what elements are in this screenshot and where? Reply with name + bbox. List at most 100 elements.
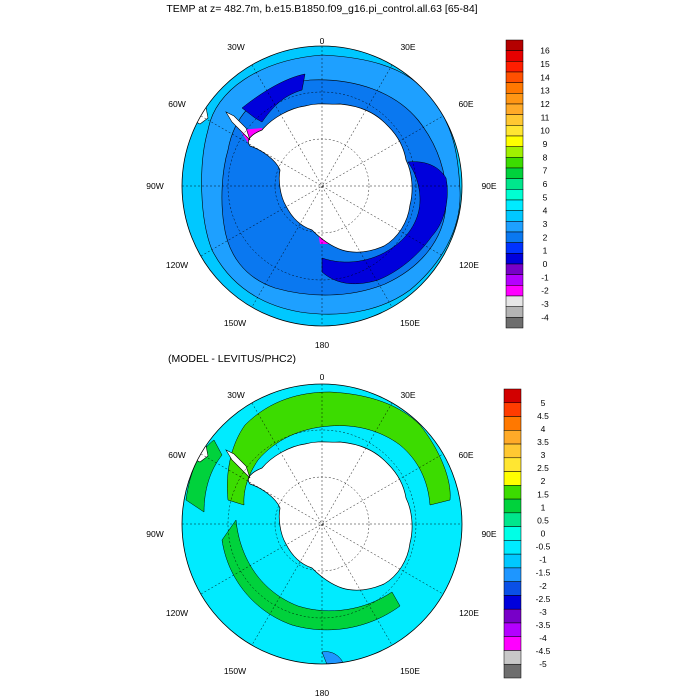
bottom-colorbar-swatch xyxy=(503,553,522,569)
top-lon-label-0: 0 xyxy=(320,36,325,46)
bottom-colorbar-swatch xyxy=(503,608,522,624)
top-colorbar-swatch xyxy=(505,167,524,179)
bottom-map-title: (MODEL - LEVITUS/PHC2) xyxy=(168,353,296,365)
bottom-colorbar-label: -3.5 xyxy=(536,620,551,630)
top-colorbar-swatch xyxy=(505,317,524,329)
top-colorbar-swatch xyxy=(505,93,524,105)
bottom-colorbar-swatch xyxy=(503,402,522,417)
top-colorbar-label: -4 xyxy=(541,312,549,322)
top-map xyxy=(181,45,463,327)
bottom-lon-label-0: 0 xyxy=(320,372,325,382)
top-lon-label-120e: 120E xyxy=(459,260,479,270)
bottom-peninsula xyxy=(225,449,251,479)
bottom-colorbar-label: -1 xyxy=(539,555,547,565)
top-colorbar-label: 4 xyxy=(543,206,548,216)
top-colorbar-swatch xyxy=(505,306,524,318)
bottom-anomaly-negative-3 xyxy=(265,663,313,664)
bottom-colorbar-swatch xyxy=(503,540,522,555)
bottom-colorbar-label: 1 xyxy=(541,502,546,512)
bottom-colorbar-label: 5 xyxy=(541,398,546,408)
bottom-lon-label-120e: 120E xyxy=(459,608,479,618)
top-lon-label-150e: 150E xyxy=(400,318,420,328)
top-colorbar-label: 3 xyxy=(543,219,548,229)
bottom-colorbar: -5 -4.5 -4 -3.5 -3 -2.5 -2 -1.5 -1 -0.5 0 0.5 1 1.5 2 2… xyxy=(503,388,551,679)
bottom-colorbar-label: 2 xyxy=(541,476,546,486)
top-colorbar-label: 16 xyxy=(540,46,550,56)
top-colorbar-label: 12 xyxy=(540,99,550,109)
top-colorbar-label: 9 xyxy=(543,139,548,149)
bottom-colorbar-swatch xyxy=(503,595,522,610)
top-colorbar-swatch xyxy=(505,253,524,265)
bottom-lon-label-180: 180 xyxy=(315,688,329,698)
bottom-colorbar-label: 0 xyxy=(541,529,546,539)
bottom-colorbar-swatch xyxy=(503,485,522,500)
top-colorbar-swatch xyxy=(505,295,524,307)
top-colorbar-label: 15 xyxy=(540,59,550,69)
top-colorbar-swatch xyxy=(505,125,524,137)
top-colorbar-swatch xyxy=(505,231,524,243)
top-colorbar-label: 14 xyxy=(540,72,550,82)
top-colorbar-swatch xyxy=(505,39,524,51)
bottom-colorbar-swatch xyxy=(503,416,522,431)
bottom-colorbar-swatch xyxy=(503,567,522,582)
bottom-colorbar-swatch xyxy=(503,663,522,679)
top-colorbar-swatch xyxy=(505,221,524,233)
bottom-colorbar-label: -4 xyxy=(539,633,547,643)
top-colorbar-label: 5 xyxy=(543,192,548,202)
bottom-lon-label-60w: 60W xyxy=(168,450,185,460)
bottom-colorbar-swatch xyxy=(503,457,522,472)
bottom-lon-label-150e: 150E xyxy=(400,666,420,676)
bottom-lon-label-120w: 120W xyxy=(166,608,188,618)
bottom-lon-label-90w: 90W xyxy=(146,529,163,539)
top-colorbar-swatch xyxy=(505,157,524,169)
top-colorbar-label: -2 xyxy=(541,286,549,296)
bottom-south-america xyxy=(182,431,209,463)
bottom-colorbar-label: 0.5 xyxy=(537,515,549,525)
bottom-colorbar-label: -5 xyxy=(539,659,547,669)
bottom-graticule xyxy=(182,384,462,664)
bottom-anomaly-green-2 xyxy=(221,519,401,631)
top-colorbar-label: 8 xyxy=(543,152,548,162)
top-graticule xyxy=(182,46,462,326)
top-colorbar-label: 1 xyxy=(543,246,548,256)
top-peninsula xyxy=(225,111,251,141)
top-colorbar-swatch xyxy=(505,146,524,158)
top-colorbar-swatch xyxy=(505,135,524,147)
top-colorbar-label: 7 xyxy=(543,166,548,176)
top-colorbar-swatch xyxy=(505,274,524,286)
top-colorbar-swatch xyxy=(505,199,524,211)
bottom-colorbar-label: -2.5 xyxy=(536,594,551,604)
top-lon-label-60w: 60W xyxy=(168,99,185,109)
top-colorbar-label: 11 xyxy=(541,112,550,122)
bottom-colorbar-swatch xyxy=(503,526,522,541)
bottom-colorbar-swatch xyxy=(503,388,522,404)
bottom-anomaly-green xyxy=(227,391,451,506)
top-lon-label-150w: 150W xyxy=(224,318,246,328)
top-map-title: TEMP at z= 482.7m, b.e15.B1850.f09_g16.p… xyxy=(166,3,477,15)
top-antarctica xyxy=(248,103,413,253)
bottom-lon-label-90e: 90E xyxy=(481,529,496,539)
top-colorbar-swatch xyxy=(505,210,524,222)
bottom-colorbar-label: 4.5 xyxy=(537,411,549,421)
top-colorbar-swatch xyxy=(505,285,524,297)
bottom-colorbar-swatch xyxy=(503,498,522,514)
bottom-map xyxy=(181,383,463,665)
top-colorbar-label: -1 xyxy=(541,272,549,282)
top-colorbar-label: 2 xyxy=(543,232,548,242)
top-lon-label-90e: 90E xyxy=(481,181,496,191)
bottom-colorbar-swatch xyxy=(503,581,522,596)
bottom-colorbar-swatch xyxy=(503,443,522,459)
bottom-colorbar-label: 3.5 xyxy=(537,437,549,447)
bottom-anomaly-left xyxy=(185,439,223,513)
top-lon-label-90w: 90W xyxy=(146,181,163,191)
top-south-america xyxy=(182,93,209,125)
bottom-antarctica xyxy=(248,441,413,591)
bottom-colorbar-label: 2.5 xyxy=(537,463,549,473)
top-lon-label-30w: 30W xyxy=(227,42,244,52)
bottom-lon-label-60e: 60E xyxy=(458,450,473,460)
top-colorbar-swatch xyxy=(505,263,524,275)
bottom-colorbar-label: -3 xyxy=(539,607,547,617)
top-colorbar-swatch xyxy=(505,189,524,201)
